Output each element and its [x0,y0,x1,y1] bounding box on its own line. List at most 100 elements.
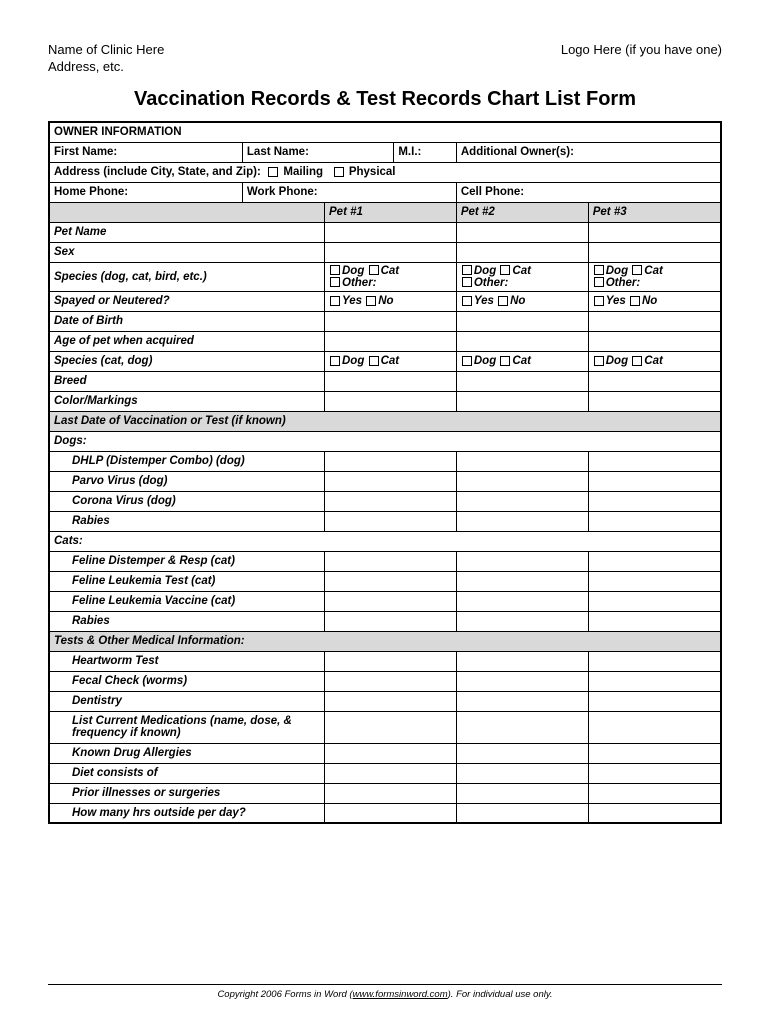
pet2-other-checkbox[interactable] [462,277,472,287]
pet2-color[interactable] [456,391,588,411]
pet1-heartworm[interactable] [325,651,457,671]
pet3-sex[interactable] [588,242,721,262]
pet3-breed[interactable] [588,371,721,391]
pet3-dog2-checkbox[interactable] [594,356,604,366]
pet1-cat-checkbox[interactable] [369,265,379,275]
pet2-prior[interactable] [456,783,588,803]
pet3-color[interactable] [588,391,721,411]
medications-label: List Current Medications (name, dose, & … [49,711,325,743]
pet2-species: Dog Cat Other: [456,262,588,291]
pet3-name[interactable] [588,222,721,242]
pet2-breed[interactable] [456,371,588,391]
pet1-color[interactable] [325,391,457,411]
pet1-yes-checkbox[interactable] [330,296,340,306]
dogs-heading: Dogs: [49,431,721,451]
pet2-dob[interactable] [456,311,588,331]
mailing-checkbox[interactable] [268,167,278,177]
pet3-yes-checkbox[interactable] [594,296,604,306]
pet2-corona[interactable] [456,491,588,511]
pet1-other-checkbox[interactable] [330,277,340,287]
pet3-cat-checkbox[interactable] [632,265,642,275]
pet1-dog2-checkbox[interactable] [330,356,340,366]
pet1-fleuk-vacc[interactable] [325,591,457,611]
pet1-age[interactable] [325,331,457,351]
pet2-dentistry[interactable] [456,691,588,711]
pet1-fdist[interactable] [325,551,457,571]
pet3-dob[interactable] [588,311,721,331]
pet2-dog2-checkbox[interactable] [462,356,472,366]
physical-checkbox[interactable] [334,167,344,177]
pet1-no-checkbox[interactable] [366,296,376,306]
pet3-prior[interactable] [588,783,721,803]
clinic-name: Name of Clinic Here [48,42,164,57]
pet3-age[interactable] [588,331,721,351]
pet3-rabies-dog[interactable] [588,511,721,531]
pet2-no-checkbox[interactable] [498,296,508,306]
pet1-dhlp[interactable] [325,451,457,471]
pet2-rabies-cat[interactable] [456,611,588,631]
pet3-corona[interactable] [588,491,721,511]
pet2-allergies[interactable] [456,743,588,763]
pet1-cat2-checkbox[interactable] [369,356,379,366]
pet3-hrs[interactable] [588,803,721,823]
pet1-sex[interactable] [325,242,457,262]
pet1-parvo[interactable] [325,471,457,491]
pet3-spayed: Yes No [588,291,721,311]
pet1-fecal[interactable] [325,671,457,691]
pet2-cat2-checkbox[interactable] [500,356,510,366]
pet1-rabies-dog[interactable] [325,511,457,531]
pet3-no-checkbox[interactable] [630,296,640,306]
pet2-parvo[interactable] [456,471,588,491]
pet1-name[interactable] [325,222,457,242]
feline-distemper-label: Feline Distemper & Resp (cat) [49,551,325,571]
pet3-fecal[interactable] [588,671,721,691]
logo-placeholder: Logo Here (if you have one) [561,42,722,57]
pet2-hrs[interactable] [456,803,588,823]
pet2-dhlp[interactable] [456,451,588,471]
pet2-cat-checkbox[interactable] [500,265,510,275]
pet3-fleuk-test[interactable] [588,571,721,591]
pet1-corona[interactable] [325,491,457,511]
pet1-rabies-cat[interactable] [325,611,457,631]
pet3-fdist[interactable] [588,551,721,571]
pet3-dhlp[interactable] [588,451,721,471]
pet3-diet[interactable] [588,763,721,783]
pet2-sex[interactable] [456,242,588,262]
pet3-header: Pet #3 [588,202,721,222]
pet1-dob[interactable] [325,311,457,331]
pet2-meds[interactable] [456,711,588,743]
pet2-heartworm[interactable] [456,651,588,671]
pet1-dog-checkbox[interactable] [330,265,340,275]
pet2-name[interactable] [456,222,588,242]
pet2-diet[interactable] [456,763,588,783]
pet3-dog-checkbox[interactable] [594,265,604,275]
pet2-yes-checkbox[interactable] [462,296,472,306]
pet1-prior[interactable] [325,783,457,803]
mi-label: M.I.: [394,142,457,162]
pet3-allergies[interactable] [588,743,721,763]
pet3-cat2-checkbox[interactable] [632,356,642,366]
pet2-rabies-dog[interactable] [456,511,588,531]
pet3-other-checkbox[interactable] [594,277,604,287]
pet1-breed[interactable] [325,371,457,391]
species-short-label: Species (cat, dog) [49,351,325,371]
pet1-diet[interactable] [325,763,457,783]
pet2-fleuk-vacc[interactable] [456,591,588,611]
pet2-fleuk-test[interactable] [456,571,588,591]
pet3-parvo[interactable] [588,471,721,491]
pet3-dentistry[interactable] [588,691,721,711]
pet2-age[interactable] [456,331,588,351]
pet3-heartworm[interactable] [588,651,721,671]
pet1-hrs[interactable] [325,803,457,823]
pet3-rabies-cat[interactable] [588,611,721,631]
pet1-dentistry[interactable] [325,691,457,711]
pet1-fleuk-test[interactable] [325,571,457,591]
pet3-meds[interactable] [588,711,721,743]
pet1-allergies[interactable] [325,743,457,763]
pet2-dog-checkbox[interactable] [462,265,472,275]
footer-link[interactable]: www.formsinword.com [353,989,448,1000]
pet3-fleuk-vacc[interactable] [588,591,721,611]
pet1-meds[interactable] [325,711,457,743]
pet2-fecal[interactable] [456,671,588,691]
pet2-fdist[interactable] [456,551,588,571]
